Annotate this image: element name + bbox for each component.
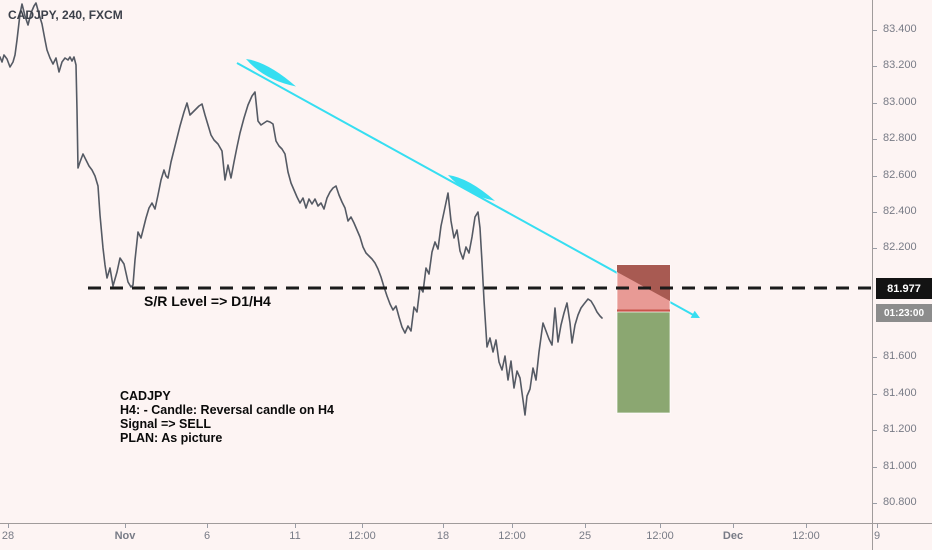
price-axis-tick (873, 429, 877, 431)
price-axis-label: 81.600 (883, 350, 917, 362)
price-axis-label: 81.400 (883, 387, 917, 399)
time-axis-label: 25 (578, 530, 592, 542)
price-axis-tick (873, 502, 877, 504)
time-axis-tick (207, 524, 208, 528)
time-axis-tick (512, 524, 513, 528)
bar-countdown-badge: 01:23:00 (876, 304, 932, 322)
price-axis-label: 81.000 (883, 460, 917, 472)
price-axis-label: 80.800 (883, 496, 917, 508)
time-axis-label: 11 (289, 530, 301, 542)
price-axis-label: 83.000 (883, 96, 917, 108)
trendline-fin-marker (448, 175, 495, 201)
price-axis-tick (873, 138, 877, 140)
trade-note-line: CADJPY (120, 389, 171, 403)
trendline-fin-marker (246, 59, 296, 87)
time-axis-label: 18 (436, 530, 450, 542)
chart-canvas[interactable] (0, 0, 872, 528)
price-axis-label: 82.400 (883, 205, 917, 217)
time-axis-tick (660, 524, 661, 528)
price-axis-label: 81.200 (883, 423, 917, 435)
time-axis-tick (8, 524, 9, 528)
price-axis-tick (873, 175, 877, 177)
time-axis-label: 12:00 (348, 530, 376, 542)
symbol-title[interactable]: CADJPY, 240, FXCM (8, 8, 123, 22)
price-axis-label: 82.600 (883, 169, 917, 181)
trendline-arrow-head-icon (690, 310, 700, 318)
price-line-series[interactable] (0, 2, 603, 416)
sr-level-text-drawing[interactable]: S/R Level => D1/H4 (144, 293, 271, 309)
time-axis-tick (877, 524, 878, 528)
position-target-box[interactable] (616, 311, 671, 414)
trade-note-line: Signal => SELL (120, 417, 211, 431)
time-axis-tick (295, 524, 296, 528)
time-axis-tick (733, 524, 734, 528)
price-axis-tick (873, 393, 877, 395)
position-stop-box-dark-overlap (617, 265, 670, 301)
price-axis-tick (873, 211, 877, 213)
trade-note-line: H4: - Candle: Reversal candle on H4 (120, 403, 334, 417)
price-axis-tick (873, 29, 877, 31)
time-axis-label: Nov (114, 530, 136, 542)
time-axis-label: Dec (722, 530, 744, 542)
chart-svg[interactable] (0, 0, 872, 523)
price-axis-label: 83.400 (883, 23, 917, 35)
time-axis[interactable]: 28 Nov 6 11 12:00 18 12:00 25 12:00 Dec 12:00 9 (0, 523, 880, 550)
time-axis-tick (585, 524, 586, 528)
price-axis-label: 82.200 (883, 241, 917, 253)
price-axis-label: 83.200 (883, 59, 917, 71)
price-axis[interactable]: 81.977 01:23:00 83.400 83.200 83.000 82.800… (872, 0, 932, 523)
price-axis-tick (873, 466, 877, 468)
position-entry-line[interactable] (617, 309, 670, 313)
time-axis-tick (806, 524, 807, 528)
price-axis-tick (873, 65, 877, 67)
time-axis-tick (125, 524, 126, 528)
price-axis-tick (873, 102, 877, 104)
time-axis-label: 12:00 (498, 530, 526, 542)
time-axis-tick (362, 524, 363, 528)
time-axis-label: 12:00 (792, 530, 820, 542)
price-level-badge: 81.977 (876, 278, 932, 299)
trade-note-line: PLAN: As picture (120, 431, 223, 445)
time-axis-label: 6 (203, 530, 211, 542)
axis-corner (872, 523, 932, 550)
trade-note-drawing[interactable]: CADJPY H4: - Candle: Reversal candle on H… (120, 389, 334, 445)
price-axis-tick (873, 247, 877, 249)
price-axis-label: 82.800 (883, 132, 917, 144)
chart-plot-area[interactable]: CADJPY, 240, FXCM S/R Level => D1/H4 CAD… (0, 0, 872, 523)
time-axis-label: 28 (1, 530, 15, 542)
time-axis-label: 12:00 (646, 530, 674, 542)
price-axis-tick (873, 356, 877, 358)
time-axis-label: 9 (873, 530, 881, 542)
time-axis-tick (443, 524, 444, 528)
